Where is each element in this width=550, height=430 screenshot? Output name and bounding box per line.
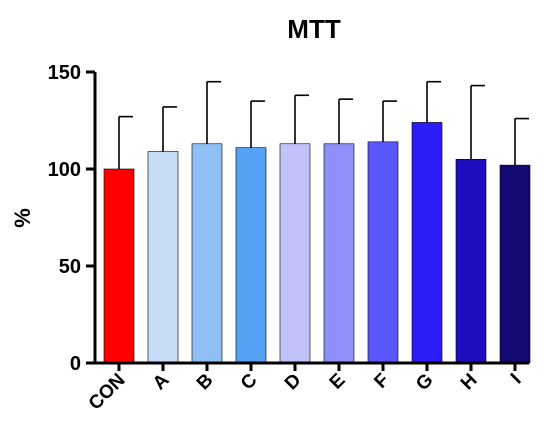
bar-d [279, 143, 311, 364]
x-tick-label: H [457, 370, 482, 395]
bar-a [147, 151, 179, 364]
bar-b [191, 143, 223, 364]
bars-group [103, 122, 531, 364]
y-axis-label: % [10, 208, 35, 228]
y-ticks-group: 0 50 100 150 [48, 62, 95, 375]
x-tick-label: G [412, 370, 437, 395]
chart-title: MTT [287, 14, 341, 44]
x-tick-label: I [507, 370, 526, 389]
x-ticks-group: CON A B C D E F G H I [85, 363, 526, 414]
x-tick-label: B [193, 370, 218, 395]
x-tick-label: C [237, 369, 262, 394]
y-tick-label: 50 [59, 256, 81, 278]
y-tick-label: 150 [48, 62, 81, 84]
bar-i [499, 164, 531, 364]
y-tick-label: 100 [48, 159, 81, 181]
bar-con [103, 168, 135, 364]
y-tick-label: 0 [70, 353, 81, 375]
x-tick-label: E [326, 370, 350, 394]
x-tick-label: D [281, 370, 306, 395]
bar-c [235, 147, 267, 364]
x-tick-label: F [370, 370, 393, 393]
bar-e [323, 143, 355, 364]
x-tick-label: A [149, 369, 174, 394]
error-bars-group [118, 80, 529, 169]
bar-h [455, 159, 487, 364]
bar-g [411, 122, 443, 364]
x-tick-label: CON [85, 370, 130, 415]
bar-f [367, 141, 399, 364]
